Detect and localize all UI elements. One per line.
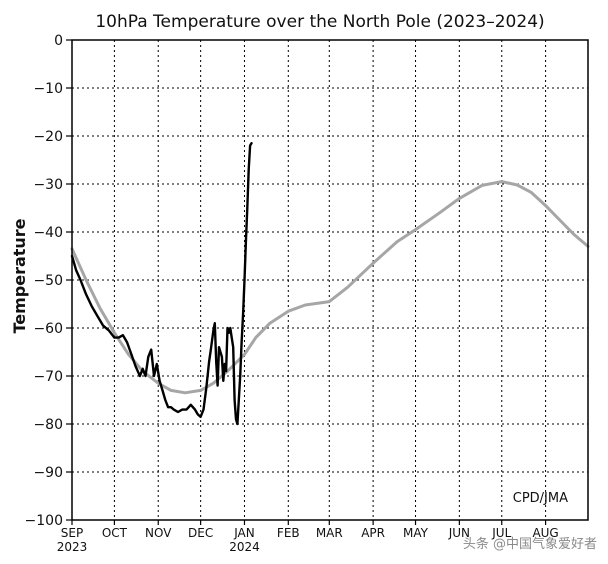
x-tick-label: OCT xyxy=(102,526,128,540)
x-tick-label: JUL xyxy=(491,526,511,540)
x-tick-label: MAR xyxy=(316,526,343,540)
observed-temperature-line xyxy=(70,141,253,426)
series-lines xyxy=(70,141,590,426)
y-tick-label: 0 xyxy=(54,33,63,49)
watermark: 头条 @中国气象爱好者 xyxy=(463,536,597,552)
y-tick-label: −100 xyxy=(25,513,63,529)
x-tick-year: 2024 xyxy=(229,540,260,554)
y-tick-label: −90 xyxy=(33,465,63,481)
y-tick-label: −20 xyxy=(33,129,63,145)
climatology-line xyxy=(70,180,590,395)
y-axis-label: Temperature xyxy=(10,218,29,333)
x-tick-label: AUG xyxy=(532,526,558,540)
grid xyxy=(72,40,588,520)
y-tick-label: −50 xyxy=(33,273,63,289)
y-tick-label: −40 xyxy=(33,225,63,241)
x-tick-label: JAN xyxy=(233,526,255,540)
x-tick-label: MAY xyxy=(403,526,429,540)
x-tick-year: 2023 xyxy=(57,540,88,554)
y-tick-label: −30 xyxy=(33,177,63,193)
x-tick-label: DEC xyxy=(188,526,213,540)
credit-label: CPD/JMA xyxy=(513,491,568,506)
y-tick-label: −80 xyxy=(33,417,63,433)
y-tick-label: −60 xyxy=(33,321,63,337)
y-tick-label: −10 xyxy=(33,81,63,97)
plot-frame xyxy=(71,39,589,521)
x-tick-label: SEP xyxy=(61,526,83,540)
x-tick-label: JUN xyxy=(448,526,470,540)
x-tick-label: NOV xyxy=(145,526,172,540)
chart-title: 10hPa Temperature over the North Pole (2… xyxy=(95,12,544,32)
y-tick-label: −70 xyxy=(33,369,63,385)
x-tick-label: APR xyxy=(361,526,385,540)
x-tick-label: FEB xyxy=(277,526,300,540)
y-ticks: 0 −10 −20 −30 −40 −50 −60 −70 −80 −90 −100 xyxy=(25,33,72,529)
